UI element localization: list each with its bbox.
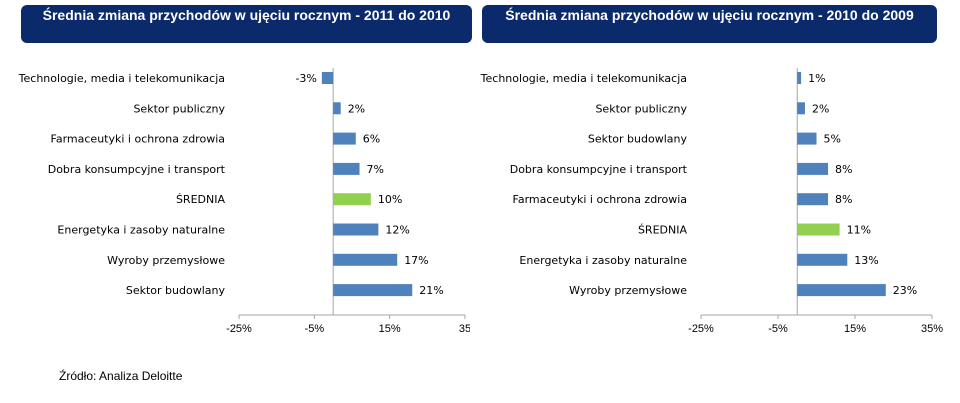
bar: [797, 102, 805, 115]
x-tick-label: -25%: [688, 323, 714, 335]
x-tick-label: 35%: [921, 323, 943, 335]
value-label: -3%: [295, 72, 316, 85]
category-label: ŚREDNIA: [176, 193, 226, 206]
x-tick-label: -5%: [305, 323, 325, 335]
bar: [797, 284, 886, 297]
category-label: Dobra konsumpcyjne i transport: [48, 163, 226, 176]
bar: [797, 72, 802, 84]
bar: [797, 193, 829, 206]
bar: [333, 102, 341, 115]
average-bar: [333, 193, 371, 206]
bar: [797, 253, 848, 266]
bar-chart-2010-vs-2009: Technologie, media i telekomunikacja 1% Se…: [480, 68, 943, 335]
value-label: 13%: [854, 254, 878, 267]
x-tick-label: -25%: [226, 323, 252, 335]
category-label: Sektor publiczny: [595, 102, 687, 115]
category-label: Sektor budowlany: [588, 133, 688, 146]
x-tick-label: 15%: [844, 323, 866, 335]
category-label: Farmaceutyki i ochrona zdrowia: [51, 133, 225, 146]
value-label: 2%: [812, 102, 829, 115]
value-label: 21%: [419, 284, 443, 297]
bar: [333, 162, 360, 175]
average-bar: [797, 223, 840, 236]
bar: [333, 223, 379, 236]
bar-chart-2011-vs-2010: Technologie, media i telekomunikacja -3% S…: [18, 68, 470, 335]
category-label: ŚREDNIA: [638, 224, 688, 237]
bar: [797, 132, 817, 145]
value-label: 1%: [808, 72, 825, 85]
bar: [333, 284, 413, 297]
category-label: Energetyka i zasoby naturalne: [57, 224, 225, 237]
category-label: Technologie, media i telekomunikacja: [18, 72, 225, 85]
value-label: 11%: [847, 224, 871, 237]
value-label: 23%: [893, 284, 917, 297]
chart-title-left: Średnia zmiana przychodów w ujęciu roczn…: [21, 5, 472, 43]
category-label: Sektor budowlany: [126, 284, 226, 297]
category-label: Wyroby przemysłowe: [569, 284, 687, 297]
category-label: Dobra konsumpcyjne i transport: [510, 163, 688, 176]
value-label: 6%: [363, 133, 380, 146]
value-label: 17%: [404, 254, 428, 267]
x-tick-label: 35: [459, 323, 470, 335]
bar: [797, 162, 829, 175]
bar: [321, 72, 334, 84]
category-label: Wyroby przemysłowe: [107, 254, 225, 267]
value-label: 2%: [348, 102, 365, 115]
category-label: Farmaceutyki i ochrona zdrowia: [513, 193, 687, 206]
category-label: Energetyka i zasoby naturalne: [519, 254, 687, 267]
x-tick-label: 15%: [379, 323, 401, 335]
value-label: 5%: [824, 133, 841, 146]
value-label: 7%: [367, 163, 384, 176]
value-label: 8%: [835, 193, 852, 206]
value-label: 12%: [385, 224, 409, 237]
value-label: 8%: [835, 163, 852, 176]
source-note: Źródło: Analiza Deloitte: [59, 369, 183, 383]
value-label: 10%: [378, 193, 402, 206]
category-label: Sektor publiczny: [133, 102, 225, 115]
bar: [333, 253, 398, 266]
x-tick-label: -5%: [768, 323, 788, 335]
category-label: Technologie, media i telekomunikacja: [480, 72, 687, 85]
chart-title-right: Średnia zmiana przychodów w ujęciu roczn…: [482, 5, 937, 43]
bar: [333, 132, 356, 145]
